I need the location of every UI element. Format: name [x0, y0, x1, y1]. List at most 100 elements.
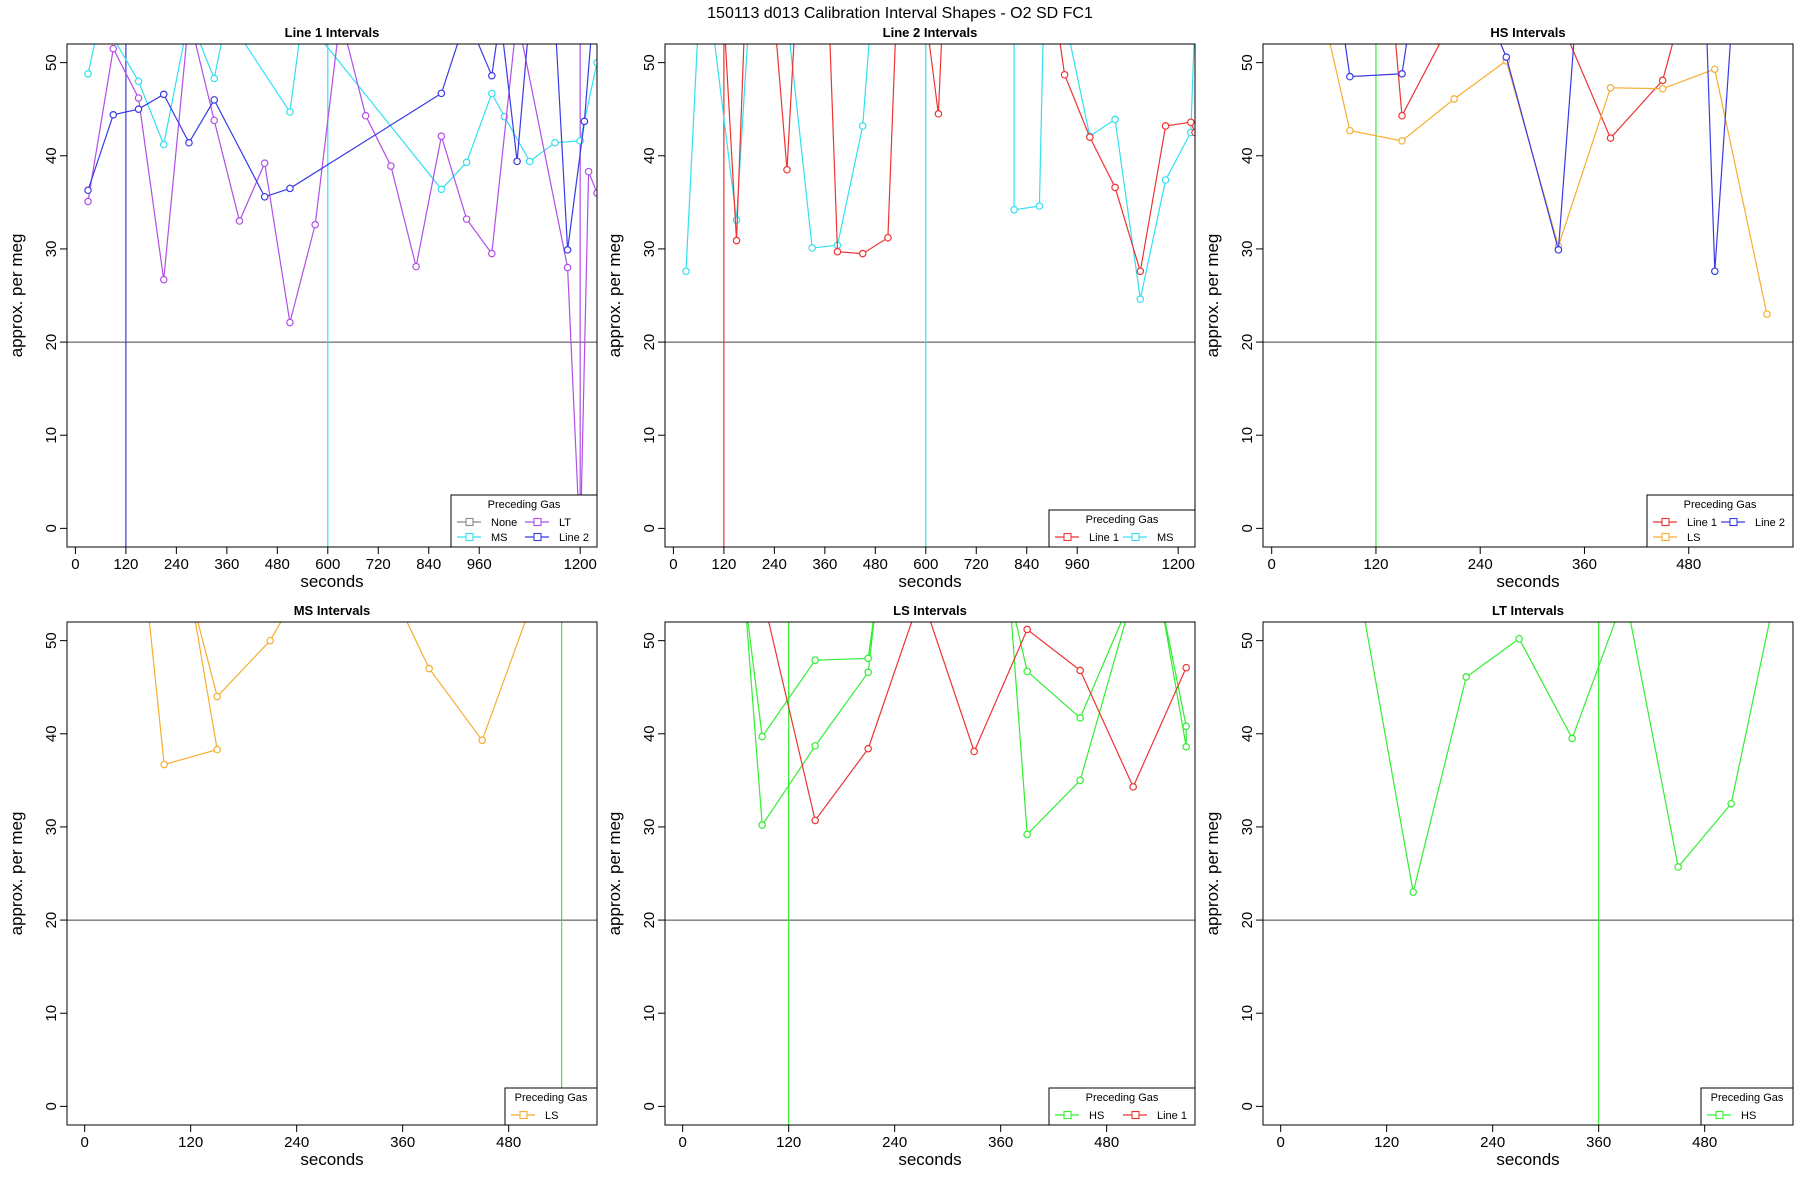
y-tick-label: 20 — [1239, 912, 1256, 929]
data-point — [1658, 76, 1667, 85]
x-tick-label: 0 — [80, 1134, 88, 1151]
figure-title: 150113 d013 Calibration Interval Shapes … — [707, 5, 1093, 22]
y-tick-label: 40 — [43, 147, 60, 164]
data-point — [1711, 267, 1719, 276]
legend-entry-label: HS — [1089, 1110, 1104, 1122]
data-point — [488, 71, 496, 80]
x-axis-label: seconds — [300, 572, 363, 591]
y-tick-label: 0 — [641, 524, 658, 532]
legend: Preceding Gas HS — [1700, 1087, 1794, 1126]
legend: Preceding Gas LS — [504, 1087, 598, 1126]
legend-swatch-marker — [1131, 1110, 1140, 1120]
y-tick-label: 30 — [1239, 819, 1256, 836]
y-tick-label: 10 — [1239, 427, 1256, 444]
legend-title: Preceding Gas — [1086, 1092, 1159, 1104]
data-point — [1076, 714, 1084, 722]
y-tick-label: 10 — [1239, 1005, 1256, 1022]
data-point — [134, 77, 143, 86]
x-axis-label: seconds — [898, 1150, 961, 1169]
data-point — [1182, 722, 1190, 731]
data-point — [1191, 128, 1195, 137]
data-point — [160, 760, 168, 769]
data-point — [934, 110, 943, 118]
y-tick-label: 0 — [1239, 524, 1256, 532]
panel-title: Line 2 Intervals — [883, 25, 978, 40]
legend-entry-label: LS — [1687, 532, 1700, 544]
plot-area — [665, 622, 1195, 1125]
x-tick-label: 960 — [467, 556, 492, 573]
legend-swatch-marker — [1661, 517, 1670, 527]
data-point — [159, 140, 168, 149]
data-point — [266, 636, 274, 645]
data-point — [84, 186, 92, 195]
panel-title: Line 1 Intervals — [285, 25, 380, 40]
x-tick-label: 360 — [812, 556, 837, 573]
x-tick-label: 360 — [1572, 556, 1597, 573]
data-point — [1398, 70, 1406, 78]
data-point — [758, 732, 766, 741]
data-point — [1129, 783, 1137, 791]
series-line-line-1 — [768, 622, 1187, 822]
legend-title: Preceding Gas — [1711, 1092, 1784, 1104]
y-tick-label: 10 — [641, 1005, 658, 1022]
y-axis-label: approx. per meg — [605, 812, 624, 936]
data-point — [1060, 70, 1069, 79]
x-axis-label: seconds — [300, 1150, 363, 1169]
data-point — [1502, 53, 1511, 61]
y-tick-label: 50 — [641, 54, 658, 71]
legend-entry-label: HS — [1741, 1110, 1756, 1122]
x-axis-label: seconds — [1496, 572, 1559, 591]
data-point — [864, 744, 872, 753]
data-point — [1182, 663, 1190, 672]
legend-entry-label: MS — [491, 532, 508, 544]
legend-title: Preceding Gas — [1684, 499, 1757, 511]
data-point — [525, 157, 534, 166]
data-point — [478, 736, 486, 745]
data-point — [1186, 118, 1195, 127]
y-tick-label: 30 — [43, 241, 60, 258]
data-point — [210, 74, 219, 83]
data-point — [1161, 176, 1170, 184]
x-tick-label: 600 — [913, 556, 938, 573]
x-axis-label: seconds — [898, 572, 961, 591]
y-tick-label: 50 — [1239, 54, 1256, 71]
x-tick-label: 360 — [390, 1134, 415, 1151]
data-point — [84, 70, 92, 78]
data-point — [425, 664, 433, 673]
data-point — [1515, 634, 1523, 643]
legend-entry-label: Line 2 — [1755, 517, 1785, 529]
panel-1: Line 1 Intervals 0 120 240 360 480 600 720 840 96… — [7, 25, 598, 591]
y-tick-label: 0 — [43, 524, 60, 532]
data-point — [235, 217, 244, 225]
data-point — [1182, 743, 1190, 751]
x-tick-label: 600 — [315, 556, 340, 573]
legend-title: Preceding Gas — [1086, 514, 1159, 526]
data-point — [1606, 134, 1615, 142]
x-tick-label: 480 — [265, 556, 290, 573]
y-axis-label: approx. per meg — [7, 812, 26, 936]
data-point — [134, 105, 143, 114]
data-point — [563, 263, 572, 272]
data-point — [210, 116, 219, 125]
series-line-hs — [1364, 622, 1771, 893]
y-tick-label: 50 — [43, 54, 60, 71]
x-tick-label: 1200 — [563, 556, 596, 573]
series-line-lt — [87, 44, 597, 547]
x-tick-label: 480 — [863, 556, 888, 573]
x-tick-label: 240 — [882, 1134, 907, 1151]
y-tick-label: 0 — [43, 1102, 60, 1110]
y-tick-label: 10 — [43, 1005, 60, 1022]
x-tick-label: 480 — [1692, 1134, 1717, 1151]
data-point — [1554, 246, 1563, 254]
data-point — [488, 249, 496, 258]
panel-title: MS Intervals — [294, 603, 371, 618]
plot-frame — [1262, 43, 1794, 548]
legend-swatch-marker — [519, 1110, 528, 1120]
data-point — [884, 233, 892, 242]
x-tick-label: 720 — [964, 556, 989, 573]
data-point — [758, 821, 766, 829]
plot-area — [67, 622, 597, 1125]
y-tick-label: 50 — [1239, 632, 1256, 649]
data-point — [970, 747, 978, 756]
x-tick-label: 0 — [1276, 1134, 1284, 1151]
